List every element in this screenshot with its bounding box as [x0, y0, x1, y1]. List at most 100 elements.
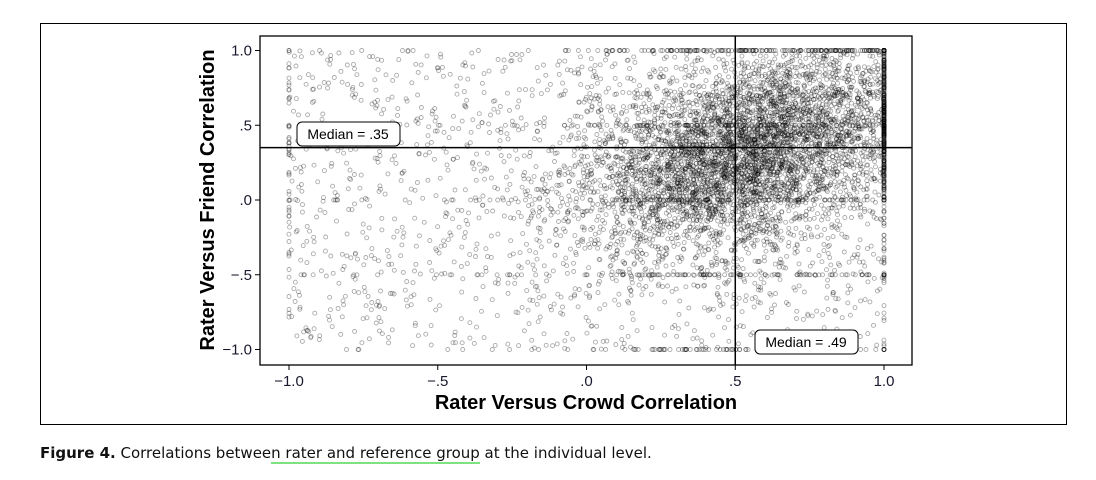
- data-point: [595, 48, 601, 53]
- data-point: [834, 122, 839, 128]
- data-point: [315, 179, 321, 185]
- data-point: [863, 347, 869, 352]
- data-point: [762, 122, 768, 128]
- data-point: [603, 212, 609, 218]
- data-point: [752, 162, 758, 168]
- data-point: [590, 201, 596, 207]
- data-point: [648, 187, 654, 193]
- data-point: [583, 136, 589, 142]
- data-point: [866, 272, 872, 278]
- data-point: [402, 197, 408, 203]
- data-point: [691, 210, 697, 216]
- data-point: [720, 203, 726, 208]
- data-point: [557, 93, 563, 99]
- data-point: [881, 74, 887, 80]
- data-point: [761, 161, 767, 166]
- data-point: [793, 225, 799, 231]
- data-point: [741, 115, 747, 121]
- data-point: [509, 118, 515, 124]
- data-point: [286, 251, 292, 257]
- data-point: [864, 170, 870, 175]
- data-point: [655, 220, 661, 226]
- data-point: [691, 117, 697, 123]
- data-point: [587, 91, 593, 97]
- data-point: [845, 113, 851, 118]
- data-point: [735, 179, 741, 185]
- data-point: [819, 105, 825, 111]
- data-point: [628, 149, 634, 155]
- data-point: [698, 96, 704, 102]
- data-point: [667, 186, 673, 192]
- data-point: [725, 176, 731, 182]
- data-point: [783, 148, 789, 154]
- data-point: [714, 117, 720, 123]
- data-point: [716, 96, 722, 102]
- data-point: [640, 224, 646, 230]
- data-point: [813, 196, 819, 202]
- data-point: [619, 210, 625, 216]
- data-point: [758, 113, 764, 119]
- data-point: [855, 135, 861, 141]
- data-point: [666, 184, 672, 190]
- data-point: [777, 99, 783, 105]
- data-point: [691, 177, 697, 183]
- data-point: [608, 108, 613, 114]
- data-point: [639, 108, 645, 114]
- data-point: [786, 243, 791, 249]
- data-point: [729, 103, 735, 109]
- data-point: [719, 97, 725, 103]
- data-point: [637, 272, 642, 278]
- data-point: [761, 156, 767, 162]
- data-point: [708, 234, 714, 239]
- data-point: [655, 244, 661, 250]
- data-point: [830, 120, 836, 126]
- data-point: [442, 270, 448, 276]
- data-point: [864, 186, 870, 192]
- data-point: [751, 148, 756, 154]
- data-point: [629, 191, 635, 196]
- data-point: [745, 108, 751, 114]
- data-point: [655, 165, 661, 171]
- data-point: [805, 77, 810, 83]
- data-point: [741, 102, 747, 108]
- data-point: [814, 134, 820, 140]
- data-point: [881, 137, 887, 143]
- data-point: [739, 215, 745, 221]
- data-point: [818, 170, 824, 175]
- data-point: [680, 135, 686, 141]
- data-point: [436, 68, 442, 74]
- data-point: [470, 161, 475, 167]
- data-point: [858, 347, 864, 352]
- data-point: [861, 187, 867, 193]
- data-point: [881, 114, 887, 120]
- data-point: [881, 91, 887, 96]
- data-point: [718, 213, 724, 219]
- data-point: [447, 272, 453, 278]
- data-point: [665, 197, 671, 203]
- data-point: [427, 260, 433, 265]
- data-point: [785, 140, 791, 146]
- data-point: [357, 185, 363, 191]
- data-point: [677, 193, 683, 199]
- data-point: [692, 189, 698, 194]
- data-point: [560, 304, 565, 310]
- data-point: [516, 87, 522, 93]
- data-point: [881, 66, 887, 72]
- data-point: [803, 200, 809, 206]
- data-point: [631, 54, 637, 60]
- data-point: [721, 133, 727, 139]
- data-point: [834, 123, 840, 128]
- data-point: [535, 78, 541, 84]
- data-point: [857, 334, 863, 339]
- data-point: [737, 122, 743, 128]
- data-point: [694, 48, 700, 53]
- data-point: [633, 166, 638, 172]
- data-point: [471, 340, 477, 346]
- data-point: [729, 347, 735, 352]
- data-point: [766, 113, 772, 119]
- data-point: [631, 347, 637, 352]
- data-point: [414, 180, 420, 185]
- data-point: [668, 156, 674, 162]
- data-point: [508, 238, 514, 244]
- data-point: [426, 149, 432, 155]
